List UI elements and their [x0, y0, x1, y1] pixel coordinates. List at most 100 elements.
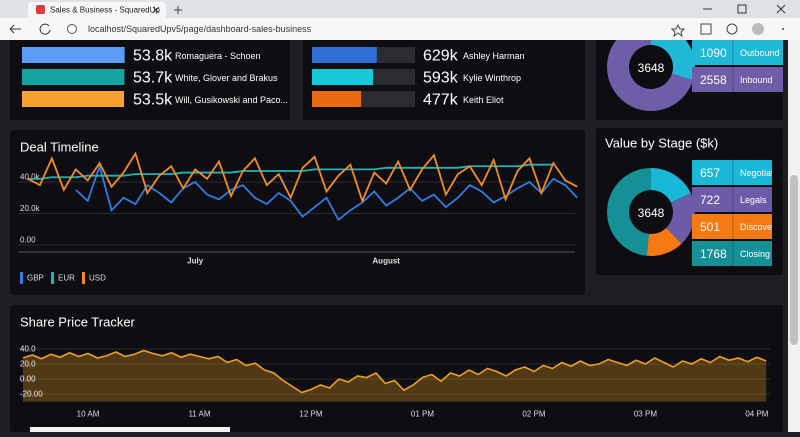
- bar-value: 53.8k: [133, 48, 173, 65]
- bar-label: Keith Eliot: [463, 95, 504, 105]
- legend-label: Legals: [740, 195, 767, 205]
- line: [27, 151, 578, 204]
- bar-value: 53.5k: [133, 92, 173, 109]
- line: [75, 163, 578, 222]
- menu[interactable]: [782, 28, 784, 30]
- bar: [312, 47, 377, 63]
- donut-total: 3648: [638, 206, 665, 220]
- legend-label: USD: [89, 274, 106, 283]
- bar: [312, 91, 362, 107]
- favorite[interactable]: [670, 23, 686, 38]
- y-tick-label: 20.0k: [20, 204, 41, 213]
- legend-item: [692, 214, 772, 239]
- site-info[interactable]: [67, 24, 77, 34]
- tab[interactable]: [28, 2, 166, 19]
- favicon: [36, 5, 45, 14]
- y-tick-label: 40.0: [20, 345, 36, 354]
- bar-value: 629k: [423, 48, 459, 65]
- donut-slice: [607, 168, 651, 256]
- x-tick-label: 03 PM: [634, 410, 657, 419]
- legend-value: 1768: [700, 247, 727, 261]
- close-window[interactable]: [776, 4, 786, 14]
- donut-hole: [630, 46, 672, 88]
- bar: [312, 69, 374, 85]
- extensions[interactable]: [726, 23, 738, 35]
- bar: [22, 47, 125, 63]
- bar-label: Kylie Winthrop: [463, 73, 521, 83]
- x-tick-label: 04 PM: [745, 410, 768, 419]
- x-tick-label: 02 PM: [522, 410, 545, 419]
- legend-item: [692, 67, 783, 92]
- collections[interactable]: [700, 23, 712, 35]
- donut-slice: [651, 40, 695, 81]
- taskbar-search[interactable]: [30, 427, 230, 432]
- url[interactable]: localhost/SquaredUpv5/page/dashboard-sal…: [88, 24, 312, 34]
- legend-value: 657: [700, 166, 720, 180]
- tab-strip: [0, 0, 800, 18]
- bar-label: Will, Gusikowski and Paco...: [175, 95, 288, 105]
- donut-slice: [651, 168, 691, 203]
- panel-title: Value by Stage ($k): [605, 136, 718, 151]
- legend-item: [692, 40, 783, 65]
- panel-title: Deal Timeline: [20, 140, 99, 155]
- legend-value: 722: [700, 193, 720, 207]
- x-tick-label: 12 PM: [299, 410, 322, 419]
- area: [23, 350, 767, 402]
- line: [22, 349, 767, 394]
- panel-title: Share Price Tracker: [20, 315, 136, 330]
- donut-hole: [630, 191, 672, 233]
- x-tick-label: August: [372, 257, 400, 266]
- legend-label: Negotiation: [740, 168, 786, 178]
- legend-label: Outbound: [740, 48, 780, 58]
- bar: [22, 91, 125, 107]
- y-tick-label: 40.0k: [20, 173, 41, 182]
- x-tick-label: July: [187, 257, 204, 266]
- donut-panel: 1090 Outbound 2558 Inbound 3648: [607, 40, 783, 111]
- x-tick-label: 11 AM: [188, 410, 210, 419]
- legend-label: Discovery: [740, 222, 780, 232]
- x-tick-label: 01 PM: [411, 410, 434, 419]
- profile[interactable]: [752, 23, 764, 35]
- tab-close[interactable]: [152, 6, 160, 14]
- legend-value: 1090: [700, 46, 727, 60]
- donut-slice: [607, 40, 693, 111]
- donut-panel: 657 Negotiation 722 Legals 501 Discovery 1768 C…: [607, 160, 786, 266]
- legend-swatch: [51, 272, 54, 284]
- legend-label: EUR: [58, 274, 75, 283]
- legend-item: [692, 187, 772, 212]
- bar-value: 477k: [423, 92, 459, 109]
- back-button[interactable]: [9, 24, 21, 34]
- bar: [22, 69, 125, 85]
- donut-slice: [666, 193, 695, 244]
- legend-label: GBP: [27, 274, 44, 283]
- panel: [10, 305, 783, 432]
- new-tab[interactable]: [174, 6, 182, 14]
- legend-swatch: [82, 272, 85, 284]
- legend-label: Closing: [740, 249, 770, 259]
- legend-label: Inbound: [740, 75, 773, 85]
- refresh-button[interactable]: [39, 23, 51, 35]
- legend-item: [692, 241, 772, 266]
- bar-label: White, Glover and Brakus: [175, 73, 278, 83]
- scrollbar-thumb[interactable]: [790, 175, 798, 345]
- bar-label: Ashley Harman: [463, 51, 525, 61]
- legend-value: 2558: [700, 73, 727, 87]
- address-bar: [0, 18, 800, 40]
- legend-item: [692, 160, 772, 185]
- line: [28, 163, 554, 180]
- y-tick-label: 0.00: [20, 375, 36, 384]
- maximize[interactable]: [737, 4, 747, 14]
- y-tick-label: -20.00: [20, 390, 43, 399]
- donut-slice: [646, 227, 682, 256]
- bar-value: 593k: [423, 70, 459, 87]
- y-tick-label: 0.00: [20, 236, 36, 245]
- legend-value: 501: [700, 220, 720, 234]
- bar-value: 53.7k: [133, 70, 173, 87]
- bar-label: Romaguera - Schoen: [175, 51, 261, 61]
- y-tick-label: 20.0: [20, 360, 36, 369]
- donut-total: 3648: [638, 61, 665, 75]
- x-tick-label: 10 AM: [77, 410, 100, 419]
- panel: [10, 130, 585, 295]
